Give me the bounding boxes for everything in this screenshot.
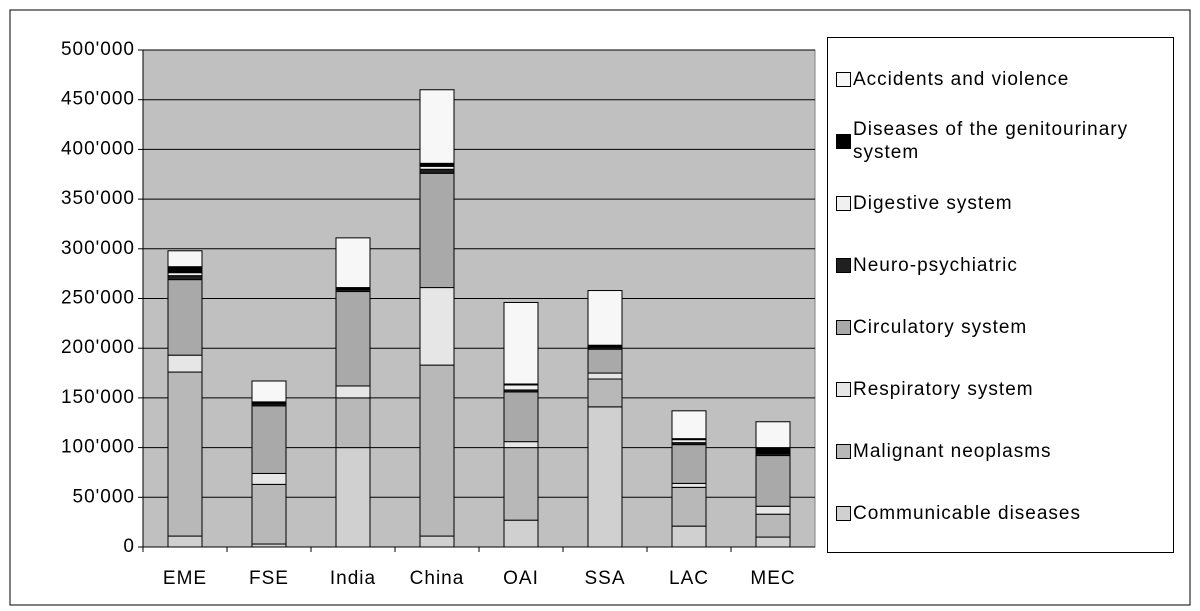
y-tick-label: 500'000 <box>61 39 135 60</box>
bar-segment <box>335 291 371 387</box>
x-tick-label: India <box>330 568 376 589</box>
bar-segment <box>587 406 623 548</box>
x-tick-label: LAC <box>669 568 709 589</box>
bar-segment <box>167 354 203 373</box>
bar-segment <box>167 279 203 356</box>
legend-entry: Circulatory system <box>836 296 1165 358</box>
bar-segment <box>167 266 203 274</box>
bar-segment <box>335 447 371 548</box>
y-tick-label: 50'000 <box>73 486 135 507</box>
legend-swatch <box>836 319 851 335</box>
legend-entry: Diseases of the genitourinary system <box>836 110 1165 172</box>
bar-segment <box>755 505 791 515</box>
legend-swatch <box>836 71 851 87</box>
legend-entry: Neuro-psychiatric <box>836 234 1165 296</box>
bar-segment <box>251 405 287 474</box>
x-tick-label: EME <box>163 568 207 589</box>
bar-segment <box>419 287 455 366</box>
legend: Accidents and violence Diseases of the ge… <box>827 37 1174 553</box>
bar-segment <box>587 348 623 374</box>
bar-segment <box>419 172 455 289</box>
bar-segment <box>671 444 707 484</box>
bar-segment <box>755 455 791 507</box>
bar-segment <box>671 486 707 527</box>
legend-label: Malignant neoplasms <box>853 440 1052 462</box>
bar-segment <box>503 441 539 449</box>
legend-entry: Respiratory system <box>836 358 1165 420</box>
y-tick-label: 250'000 <box>61 288 135 309</box>
y-tick-label: 450'000 <box>61 89 135 110</box>
y-tick-label: 200'000 <box>61 337 135 358</box>
bar-segment <box>419 535 455 548</box>
chart-frame <box>9 9 1191 606</box>
legend-swatch <box>836 381 851 397</box>
bar-segment <box>671 525 707 548</box>
bar-segment <box>251 472 287 485</box>
bar-segment <box>503 391 539 443</box>
bar-segment <box>335 385 371 399</box>
bar-segment <box>167 535 203 548</box>
bar-segment <box>671 410 707 440</box>
bar-segment <box>419 89 455 164</box>
legend-label: Diseases of the genitourinary system <box>853 119 1129 163</box>
bar-segment <box>167 371 203 537</box>
x-tick-label: OAI <box>503 568 539 589</box>
bar-segment <box>335 237 371 289</box>
bar-segment <box>587 290 623 346</box>
y-tick-label: 0 <box>123 536 135 557</box>
x-tick-label: China <box>410 568 465 589</box>
y-tick-label: 300'000 <box>61 238 135 259</box>
bar-segment <box>167 275 203 281</box>
bar-segment <box>251 483 287 545</box>
bar-segment <box>671 482 707 488</box>
y-tick-label: 350'000 <box>61 188 135 209</box>
y-tick-label: 150'000 <box>61 387 135 408</box>
legend-label: Circulatory system <box>853 316 1028 338</box>
bar-segment <box>755 513 791 538</box>
legend-label: Neuro-psychiatric <box>853 254 1018 276</box>
legend-swatch <box>836 505 851 521</box>
legend-label: Accidents and violence <box>853 68 1070 90</box>
y-tick-label: 400'000 <box>61 138 135 159</box>
bar-segment <box>587 378 623 408</box>
legend-swatch <box>836 257 851 273</box>
legend-swatch <box>836 195 851 211</box>
bar-segment <box>755 447 791 454</box>
legend-label: Respiratory system <box>853 378 1034 400</box>
bar-segment <box>503 519 539 548</box>
legend-label: Communicable diseases <box>853 502 1081 524</box>
legend-entry: Accidents and violence <box>836 48 1165 110</box>
legend-entry: Communicable diseases <box>836 482 1165 544</box>
legend-entry: Malignant neoplasms <box>836 420 1165 482</box>
x-tick-label: MEC <box>750 568 795 589</box>
bar-segment <box>167 250 203 268</box>
bar-segment <box>755 536 791 548</box>
legend-entry: Digestive system <box>836 172 1165 234</box>
bar-segment <box>419 168 455 174</box>
bar-segment <box>419 364 455 537</box>
x-tick-label: SSA <box>584 568 625 589</box>
bar-segment <box>587 372 623 380</box>
bar-segment <box>251 380 287 403</box>
legend-swatch <box>836 443 851 459</box>
legend-swatch <box>836 133 851 149</box>
bar-segment <box>755 421 791 449</box>
bar-segment <box>503 384 539 391</box>
x-tick-label: FSE <box>249 568 289 589</box>
bar-segment <box>503 447 539 521</box>
y-tick-label: 100'000 <box>61 437 135 458</box>
bar-segment <box>503 301 539 385</box>
legend-label: Digestive system <box>853 192 1013 214</box>
bar-segment <box>335 397 371 449</box>
